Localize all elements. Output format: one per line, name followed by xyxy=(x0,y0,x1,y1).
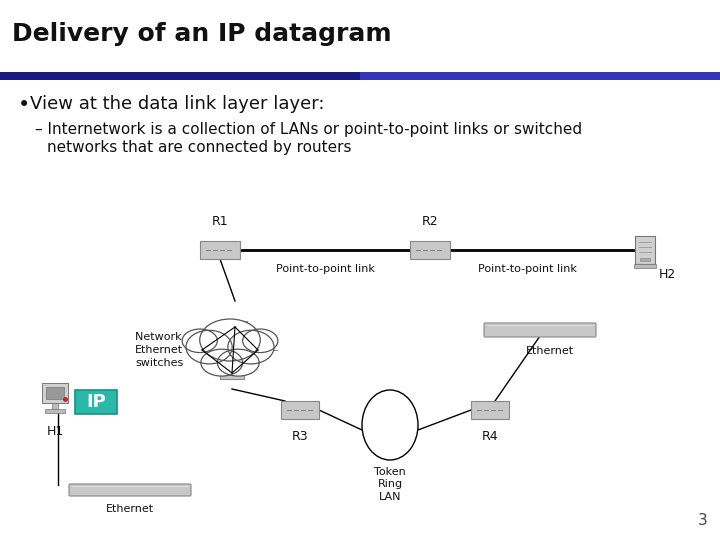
Bar xyxy=(634,264,656,268)
FancyBboxPatch shape xyxy=(220,367,244,379)
Text: Network of
Ethernet
switches: Network of Ethernet switches xyxy=(135,332,196,368)
FancyBboxPatch shape xyxy=(246,344,270,356)
Text: R3: R3 xyxy=(292,430,308,443)
Text: Delivery of an IP datagram: Delivery of an IP datagram xyxy=(12,22,392,46)
Text: IP: IP xyxy=(86,393,106,411)
Text: •: • xyxy=(18,95,30,115)
Text: networks that are connected by routers: networks that are connected by routers xyxy=(47,140,351,155)
Ellipse shape xyxy=(228,330,274,364)
FancyBboxPatch shape xyxy=(410,241,450,259)
Text: Point-to-point link: Point-to-point link xyxy=(276,264,374,274)
Text: View at the data link layer layer:: View at the data link layer layer: xyxy=(30,95,325,113)
Text: Ethernet: Ethernet xyxy=(526,346,574,356)
Text: – Internetwork is a collection of LANs or point-to-point links or switched: – Internetwork is a collection of LANs o… xyxy=(35,122,582,137)
Text: 3: 3 xyxy=(698,513,708,528)
FancyBboxPatch shape xyxy=(46,387,64,399)
FancyBboxPatch shape xyxy=(471,401,509,419)
Text: Token
Ring
LAN: Token Ring LAN xyxy=(374,467,406,502)
FancyBboxPatch shape xyxy=(190,344,214,356)
Text: Point-to-point link: Point-to-point link xyxy=(478,264,577,274)
Ellipse shape xyxy=(217,349,259,376)
FancyBboxPatch shape xyxy=(200,241,240,259)
FancyBboxPatch shape xyxy=(69,484,191,496)
Bar xyxy=(0,72,360,80)
Bar xyxy=(52,403,58,409)
Ellipse shape xyxy=(199,319,260,361)
Text: H2: H2 xyxy=(659,268,676,281)
Text: R1: R1 xyxy=(212,215,228,228)
Text: H1: H1 xyxy=(46,425,63,438)
Text: Ethernet: Ethernet xyxy=(106,504,154,514)
FancyBboxPatch shape xyxy=(75,390,117,414)
FancyBboxPatch shape xyxy=(484,323,596,337)
FancyBboxPatch shape xyxy=(281,401,319,419)
Bar xyxy=(360,72,720,80)
Ellipse shape xyxy=(201,349,243,376)
FancyBboxPatch shape xyxy=(223,321,247,333)
Ellipse shape xyxy=(182,329,217,353)
Bar xyxy=(45,409,65,413)
Bar xyxy=(640,258,650,261)
Ellipse shape xyxy=(362,390,418,460)
Text: R4: R4 xyxy=(482,430,498,443)
Ellipse shape xyxy=(186,330,232,364)
Text: R2: R2 xyxy=(422,215,438,228)
FancyBboxPatch shape xyxy=(635,236,655,264)
Ellipse shape xyxy=(243,329,278,353)
FancyBboxPatch shape xyxy=(42,383,68,403)
